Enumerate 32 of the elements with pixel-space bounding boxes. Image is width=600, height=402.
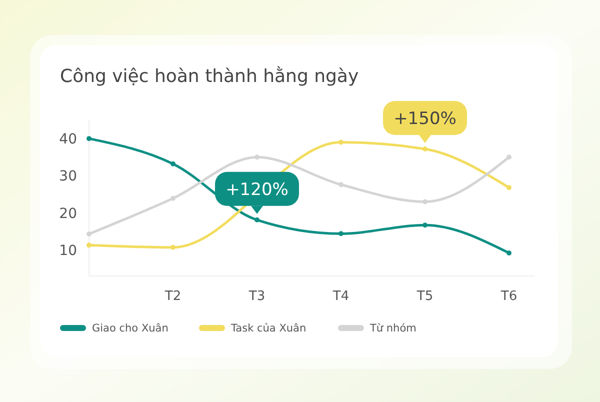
legend-label: Từ nhóm <box>369 322 416 335</box>
point <box>422 199 428 204</box>
chart-title: Công việc hoàn thành hằng ngày <box>60 66 359 87</box>
point <box>254 154 260 160</box>
point <box>506 250 512 256</box>
point <box>338 140 344 145</box>
y-tick-label: 20 <box>59 206 77 222</box>
point <box>86 232 92 237</box>
x-tick-label: T2 <box>164 289 182 304</box>
x-tick-label: T6 <box>500 289 518 304</box>
point <box>506 154 512 160</box>
annotation: +120% <box>226 180 288 200</box>
point <box>422 146 428 152</box>
point <box>338 182 344 188</box>
x-tick-label: T3 <box>248 289 266 304</box>
point <box>422 222 428 228</box>
point <box>86 136 92 142</box>
point <box>506 185 512 190</box>
legend-label: Giao cho Xuân <box>92 322 168 335</box>
point <box>254 217 260 222</box>
x-tick-label: T4 <box>332 289 350 304</box>
annotation: +150% <box>394 108 456 129</box>
point <box>86 242 92 248</box>
point <box>170 196 176 201</box>
y-tick-label: 10 <box>59 242 77 259</box>
point <box>170 161 176 166</box>
y-tick-label: 40 <box>59 131 77 148</box>
legend-label: Task của Xuân <box>230 322 306 335</box>
point <box>170 244 176 250</box>
x-tick-label: T5 <box>416 289 434 304</box>
y-tick-label: 30 <box>59 168 77 185</box>
point <box>338 231 344 236</box>
